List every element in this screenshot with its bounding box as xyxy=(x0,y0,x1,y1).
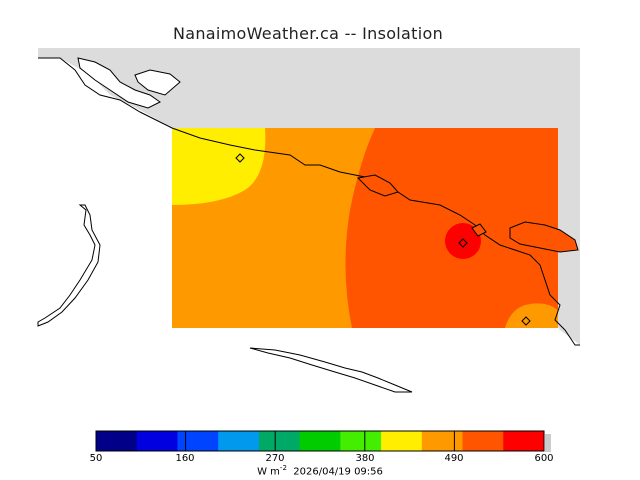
colorbar-cell xyxy=(462,431,504,451)
coast-water-mask xyxy=(38,58,172,328)
colorbar-ticks xyxy=(95,431,545,451)
station-marker-nanaimo[interactable] xyxy=(458,238,468,248)
unit-label: W m xyxy=(257,466,280,478)
colorbar-cell xyxy=(421,431,464,451)
colorbar-footer: W m-2 2026/04/19 09:56 xyxy=(257,464,383,477)
colorbar-tick-label-270: 270 xyxy=(265,453,285,464)
land-area xyxy=(38,48,580,345)
colorbar-tick-label-490: 490 xyxy=(444,453,464,464)
colorbar-cell xyxy=(503,431,545,451)
station-marker-north[interactable] xyxy=(235,153,245,163)
colorbar-cell xyxy=(96,431,138,451)
colorbar-tick-label-160: 160 xyxy=(175,453,195,464)
timestamp: 2026/04/19 09:56 xyxy=(293,466,383,478)
coastlines xyxy=(37,57,580,393)
colorbar-cells xyxy=(96,431,545,451)
colorbar-cell xyxy=(218,431,260,451)
field-orange-corner xyxy=(505,303,558,328)
colorbar-tick-label-50: 50 xyxy=(89,453,103,464)
field-red-zone xyxy=(445,223,481,259)
colorbar-shadow xyxy=(545,434,551,452)
colorbar-cell xyxy=(177,431,219,451)
unit-exponent: -2 xyxy=(279,464,287,472)
colorbar-tick-label-600: 600 xyxy=(534,453,554,464)
colorbar-cell xyxy=(136,431,178,451)
colorbar-cell xyxy=(340,431,382,451)
colorbar-cell xyxy=(381,431,423,451)
insolation-field xyxy=(172,128,558,328)
station-markers xyxy=(235,153,531,326)
map-title: NanaimoWeather.ca -- Insolation xyxy=(172,24,444,43)
station-marker-south[interactable] xyxy=(521,316,531,326)
colorbar-cell xyxy=(299,431,341,451)
colorbar-cell xyxy=(258,431,301,451)
colorbar-tick-label-380: 380 xyxy=(355,453,375,464)
